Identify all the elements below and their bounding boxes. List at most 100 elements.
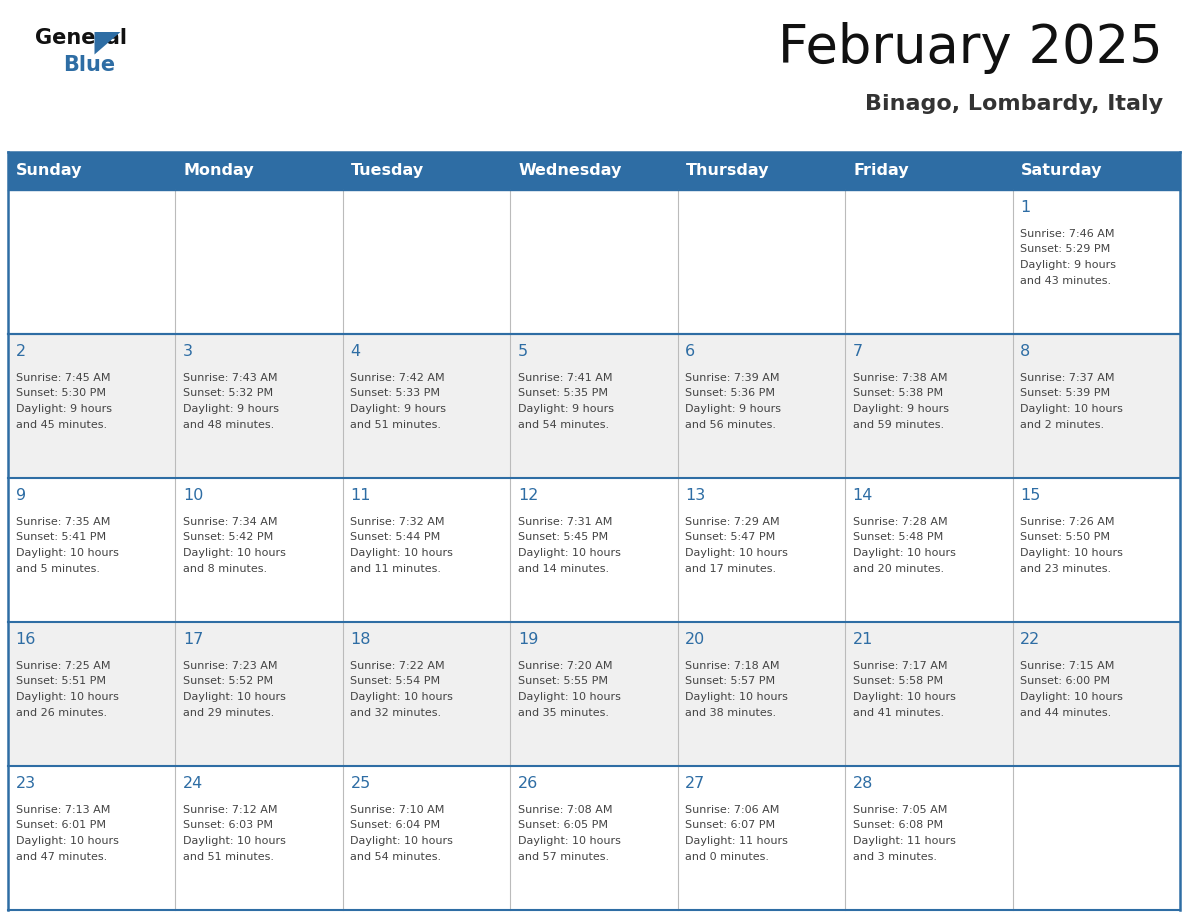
Text: Sunrise: 7:08 AM: Sunrise: 7:08 AM bbox=[518, 804, 612, 814]
Text: Daylight: 10 hours: Daylight: 10 hours bbox=[685, 692, 788, 702]
Text: and 54 minutes.: and 54 minutes. bbox=[350, 852, 442, 862]
Text: and 47 minutes.: and 47 minutes. bbox=[15, 852, 107, 862]
Text: Daylight: 10 hours: Daylight: 10 hours bbox=[1020, 548, 1123, 558]
Text: Sunrise: 7:12 AM: Sunrise: 7:12 AM bbox=[183, 804, 278, 814]
Text: 25: 25 bbox=[350, 776, 371, 791]
Text: and 8 minutes.: and 8 minutes. bbox=[183, 564, 267, 574]
Text: Sunset: 5:39 PM: Sunset: 5:39 PM bbox=[1020, 388, 1111, 398]
Polygon shape bbox=[95, 32, 120, 54]
Text: Wednesday: Wednesday bbox=[519, 163, 623, 178]
Text: Sunrise: 7:22 AM: Sunrise: 7:22 AM bbox=[350, 661, 446, 670]
Bar bbox=[8, 190, 1180, 334]
Text: Sunset: 5:32 PM: Sunset: 5:32 PM bbox=[183, 388, 273, 398]
Text: 9: 9 bbox=[15, 488, 26, 503]
Bar bbox=[8, 766, 1180, 910]
Text: Sunday: Sunday bbox=[17, 163, 83, 178]
Text: and 35 minutes.: and 35 minutes. bbox=[518, 708, 608, 718]
Text: Daylight: 11 hours: Daylight: 11 hours bbox=[853, 836, 955, 846]
Text: 22: 22 bbox=[1020, 633, 1041, 647]
Text: 20: 20 bbox=[685, 633, 706, 647]
Text: 26: 26 bbox=[518, 776, 538, 791]
Text: 13: 13 bbox=[685, 488, 706, 503]
Text: Blue: Blue bbox=[63, 55, 115, 75]
Text: 17: 17 bbox=[183, 633, 203, 647]
Text: and 2 minutes.: and 2 minutes. bbox=[1020, 420, 1104, 430]
Text: Sunrise: 7:05 AM: Sunrise: 7:05 AM bbox=[853, 804, 947, 814]
Text: 3: 3 bbox=[183, 344, 192, 359]
Text: Daylight: 10 hours: Daylight: 10 hours bbox=[15, 548, 119, 558]
Text: Sunrise: 7:15 AM: Sunrise: 7:15 AM bbox=[1020, 661, 1114, 670]
Text: Daylight: 10 hours: Daylight: 10 hours bbox=[350, 548, 454, 558]
Text: Monday: Monday bbox=[184, 163, 254, 178]
Text: Sunset: 6:00 PM: Sunset: 6:00 PM bbox=[1020, 677, 1110, 687]
Text: Daylight: 9 hours: Daylight: 9 hours bbox=[1020, 260, 1116, 270]
Text: 21: 21 bbox=[853, 633, 873, 647]
Text: Sunrise: 7:10 AM: Sunrise: 7:10 AM bbox=[350, 804, 444, 814]
Text: 12: 12 bbox=[518, 488, 538, 503]
Text: Sunrise: 7:17 AM: Sunrise: 7:17 AM bbox=[853, 661, 947, 670]
Text: and 59 minutes.: and 59 minutes. bbox=[853, 420, 943, 430]
Text: Sunset: 6:03 PM: Sunset: 6:03 PM bbox=[183, 821, 273, 831]
Text: Sunrise: 7:25 AM: Sunrise: 7:25 AM bbox=[15, 661, 110, 670]
Text: 14: 14 bbox=[853, 488, 873, 503]
Text: 1: 1 bbox=[1020, 200, 1030, 215]
Text: Sunset: 6:04 PM: Sunset: 6:04 PM bbox=[350, 821, 441, 831]
Text: Daylight: 9 hours: Daylight: 9 hours bbox=[518, 404, 614, 414]
Text: Sunrise: 7:38 AM: Sunrise: 7:38 AM bbox=[853, 373, 947, 383]
Text: 23: 23 bbox=[15, 776, 36, 791]
Text: Sunset: 5:44 PM: Sunset: 5:44 PM bbox=[350, 532, 441, 543]
Text: Sunrise: 7:39 AM: Sunrise: 7:39 AM bbox=[685, 373, 779, 383]
Text: Tuesday: Tuesday bbox=[352, 163, 424, 178]
Text: and 48 minutes.: and 48 minutes. bbox=[183, 420, 274, 430]
Text: Sunrise: 7:46 AM: Sunrise: 7:46 AM bbox=[1020, 229, 1114, 239]
Text: Sunset: 5:50 PM: Sunset: 5:50 PM bbox=[1020, 532, 1110, 543]
Text: Sunset: 5:30 PM: Sunset: 5:30 PM bbox=[15, 388, 106, 398]
Bar bbox=[8, 152, 1180, 190]
Bar bbox=[8, 622, 1180, 766]
Text: 24: 24 bbox=[183, 776, 203, 791]
Text: Daylight: 10 hours: Daylight: 10 hours bbox=[518, 548, 620, 558]
Text: and 45 minutes.: and 45 minutes. bbox=[15, 420, 107, 430]
Text: and 3 minutes.: and 3 minutes. bbox=[853, 852, 936, 862]
Text: and 51 minutes.: and 51 minutes. bbox=[350, 420, 442, 430]
Text: Sunset: 5:47 PM: Sunset: 5:47 PM bbox=[685, 532, 776, 543]
Text: Daylight: 9 hours: Daylight: 9 hours bbox=[685, 404, 782, 414]
Text: Daylight: 10 hours: Daylight: 10 hours bbox=[183, 692, 286, 702]
Text: Sunset: 5:58 PM: Sunset: 5:58 PM bbox=[853, 677, 943, 687]
Text: Sunset: 5:29 PM: Sunset: 5:29 PM bbox=[1020, 244, 1111, 254]
Text: Daylight: 10 hours: Daylight: 10 hours bbox=[350, 692, 454, 702]
Text: 11: 11 bbox=[350, 488, 371, 503]
Bar bbox=[8, 478, 1180, 622]
Text: Sunset: 6:07 PM: Sunset: 6:07 PM bbox=[685, 821, 776, 831]
Text: Daylight: 10 hours: Daylight: 10 hours bbox=[15, 692, 119, 702]
Text: Sunset: 6:08 PM: Sunset: 6:08 PM bbox=[853, 821, 943, 831]
Text: Sunset: 5:36 PM: Sunset: 5:36 PM bbox=[685, 388, 776, 398]
Text: Sunset: 5:51 PM: Sunset: 5:51 PM bbox=[15, 677, 106, 687]
Text: Daylight: 9 hours: Daylight: 9 hours bbox=[15, 404, 112, 414]
Text: Thursday: Thursday bbox=[687, 163, 770, 178]
Text: Daylight: 10 hours: Daylight: 10 hours bbox=[1020, 692, 1123, 702]
Text: 27: 27 bbox=[685, 776, 706, 791]
Text: Sunrise: 7:20 AM: Sunrise: 7:20 AM bbox=[518, 661, 612, 670]
Text: and 43 minutes.: and 43 minutes. bbox=[1020, 276, 1111, 286]
Text: Sunrise: 7:32 AM: Sunrise: 7:32 AM bbox=[350, 517, 444, 527]
Text: Sunset: 5:57 PM: Sunset: 5:57 PM bbox=[685, 677, 776, 687]
Text: and 51 minutes.: and 51 minutes. bbox=[183, 852, 274, 862]
Text: Sunrise: 7:35 AM: Sunrise: 7:35 AM bbox=[15, 517, 110, 527]
Bar bbox=[8, 334, 1180, 478]
Text: 10: 10 bbox=[183, 488, 203, 503]
Text: Sunrise: 7:42 AM: Sunrise: 7:42 AM bbox=[350, 373, 446, 383]
Text: Sunset: 5:48 PM: Sunset: 5:48 PM bbox=[853, 532, 943, 543]
Text: Saturday: Saturday bbox=[1020, 163, 1102, 178]
Text: Daylight: 10 hours: Daylight: 10 hours bbox=[350, 836, 454, 846]
Text: 2: 2 bbox=[15, 344, 26, 359]
Text: Sunrise: 7:28 AM: Sunrise: 7:28 AM bbox=[853, 517, 947, 527]
Text: 6: 6 bbox=[685, 344, 695, 359]
Text: Sunrise: 7:29 AM: Sunrise: 7:29 AM bbox=[685, 517, 779, 527]
Text: Daylight: 10 hours: Daylight: 10 hours bbox=[853, 692, 955, 702]
Text: Daylight: 9 hours: Daylight: 9 hours bbox=[853, 404, 949, 414]
Text: Daylight: 10 hours: Daylight: 10 hours bbox=[685, 548, 788, 558]
Text: and 17 minutes.: and 17 minutes. bbox=[685, 564, 777, 574]
Text: and 5 minutes.: and 5 minutes. bbox=[15, 564, 100, 574]
Text: and 20 minutes.: and 20 minutes. bbox=[853, 564, 943, 574]
